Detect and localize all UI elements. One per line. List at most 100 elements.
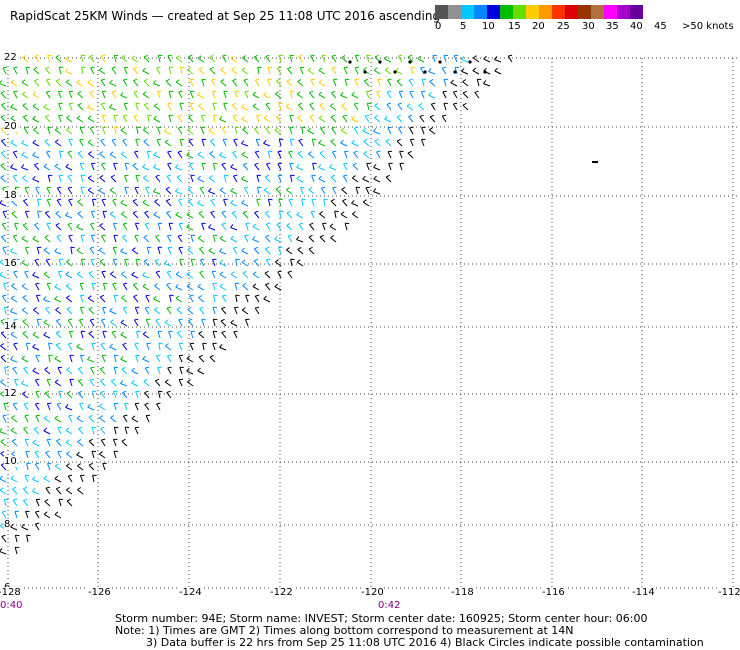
wind-barb bbox=[230, 322, 238, 327]
wind-barb bbox=[43, 478, 51, 483]
wind-barb-flag bbox=[494, 67, 498, 72]
wind-barb-flag bbox=[21, 523, 25, 528]
wind-barb bbox=[219, 154, 227, 159]
wind-barb-flag bbox=[98, 247, 103, 251]
wind-barb bbox=[365, 187, 370, 195]
wind-barb bbox=[343, 67, 348, 75]
wind-barb bbox=[134, 427, 139, 435]
wind-barb bbox=[263, 142, 271, 147]
wind-barb-flag bbox=[0, 90, 5, 94]
wind-barb bbox=[99, 296, 106, 303]
wind-barb bbox=[143, 129, 150, 135]
wind-barb bbox=[90, 67, 95, 75]
wind-barb bbox=[144, 307, 150, 315]
wind-barb bbox=[241, 143, 249, 147]
wind-barb bbox=[263, 94, 271, 99]
wind-barb-flag bbox=[66, 127, 70, 131]
wind-barb bbox=[76, 454, 84, 459]
wind-barb-flag bbox=[110, 174, 115, 178]
wind-barb bbox=[341, 57, 348, 63]
wind-barb bbox=[101, 199, 106, 207]
wind-barb-flag bbox=[87, 356, 91, 360]
wind-barb-flag bbox=[54, 415, 59, 419]
wind-barb bbox=[307, 69, 315, 75]
wind-barb bbox=[54, 358, 62, 363]
wind-barb bbox=[22, 57, 29, 63]
wind-barb bbox=[37, 199, 40, 207]
wind-barb-flag bbox=[88, 270, 93, 274]
wind-barb bbox=[441, 115, 447, 123]
wind-barb bbox=[143, 380, 150, 387]
wind-barb bbox=[198, 297, 205, 303]
wind-barb-flag bbox=[143, 78, 148, 82]
wind-barb-flag bbox=[22, 222, 27, 226]
wind-barb-flag bbox=[43, 296, 47, 300]
wind-barb bbox=[79, 403, 84, 411]
wind-barb-flag bbox=[76, 223, 80, 228]
wind-barb-flag bbox=[408, 78, 414, 81]
wind-barb-flag bbox=[164, 128, 168, 132]
wind-barb bbox=[78, 428, 84, 435]
wind-barb-flag bbox=[296, 211, 300, 216]
wind-barb-flag bbox=[255, 78, 260, 81]
wind-barb-flag bbox=[340, 139, 344, 144]
wind-barb bbox=[92, 475, 95, 483]
wind-barb-flag bbox=[330, 198, 335, 202]
wind-barb-flag bbox=[197, 175, 201, 180]
wind-barb bbox=[462, 81, 469, 87]
wind-barb-flag bbox=[254, 210, 259, 214]
wind-barb bbox=[89, 127, 95, 135]
wind-barb bbox=[232, 80, 238, 87]
wind-barb bbox=[69, 379, 73, 387]
wind-barb bbox=[265, 284, 271, 291]
wind-barb bbox=[188, 140, 194, 147]
wind-barb-flag bbox=[120, 355, 124, 360]
wind-barb-flag bbox=[120, 91, 124, 96]
wind-barb bbox=[91, 451, 95, 459]
contamination-circle bbox=[453, 70, 457, 74]
wind-barb-flag bbox=[35, 354, 40, 357]
wind-barb bbox=[21, 526, 29, 531]
wind-barb bbox=[46, 379, 51, 387]
wind-barb-flag bbox=[155, 318, 160, 321]
wind-barb-flag bbox=[220, 318, 225, 322]
wind-barb-flag bbox=[341, 55, 346, 58]
wind-barb bbox=[90, 163, 95, 171]
wind-barb-flag bbox=[209, 151, 214, 154]
wind-barb-flag bbox=[21, 355, 26, 360]
wind-barb-flag bbox=[175, 283, 179, 288]
wind-barb bbox=[32, 479, 40, 483]
wind-barb bbox=[323, 199, 326, 207]
wind-barb-flag bbox=[22, 294, 27, 298]
wind-barb bbox=[278, 139, 282, 147]
wind-barb-flag bbox=[120, 380, 124, 384]
wind-barb-flag bbox=[32, 103, 37, 107]
wind-barb bbox=[65, 406, 73, 411]
wind-barb bbox=[164, 131, 172, 135]
wind-barb bbox=[113, 427, 117, 435]
wind-barb bbox=[101, 115, 106, 123]
wind-barb bbox=[87, 406, 95, 411]
wind-barb bbox=[32, 154, 40, 159]
wind-barb bbox=[0, 83, 7, 87]
wind-barb bbox=[77, 441, 84, 447]
wind-barb-flag bbox=[167, 354, 172, 357]
wind-barb bbox=[0, 202, 7, 207]
wind-barb bbox=[223, 91, 227, 99]
wind-barb bbox=[241, 69, 249, 75]
wind-barb bbox=[167, 247, 172, 255]
wind-barb bbox=[0, 164, 7, 171]
wind-barb bbox=[318, 81, 326, 87]
wind-barb bbox=[37, 211, 40, 219]
wind-barb bbox=[110, 417, 117, 423]
wind-barb-flag bbox=[120, 271, 125, 275]
wind-barb bbox=[21, 285, 29, 291]
wind-barb bbox=[219, 274, 227, 279]
wind-barb bbox=[24, 475, 29, 483]
wind-barb bbox=[91, 427, 95, 435]
wind-barb-flag bbox=[242, 126, 247, 130]
wind-barb bbox=[419, 116, 425, 123]
wind-barb bbox=[200, 115, 205, 123]
wind-barb bbox=[158, 343, 161, 351]
wind-barb-flag bbox=[221, 306, 226, 310]
